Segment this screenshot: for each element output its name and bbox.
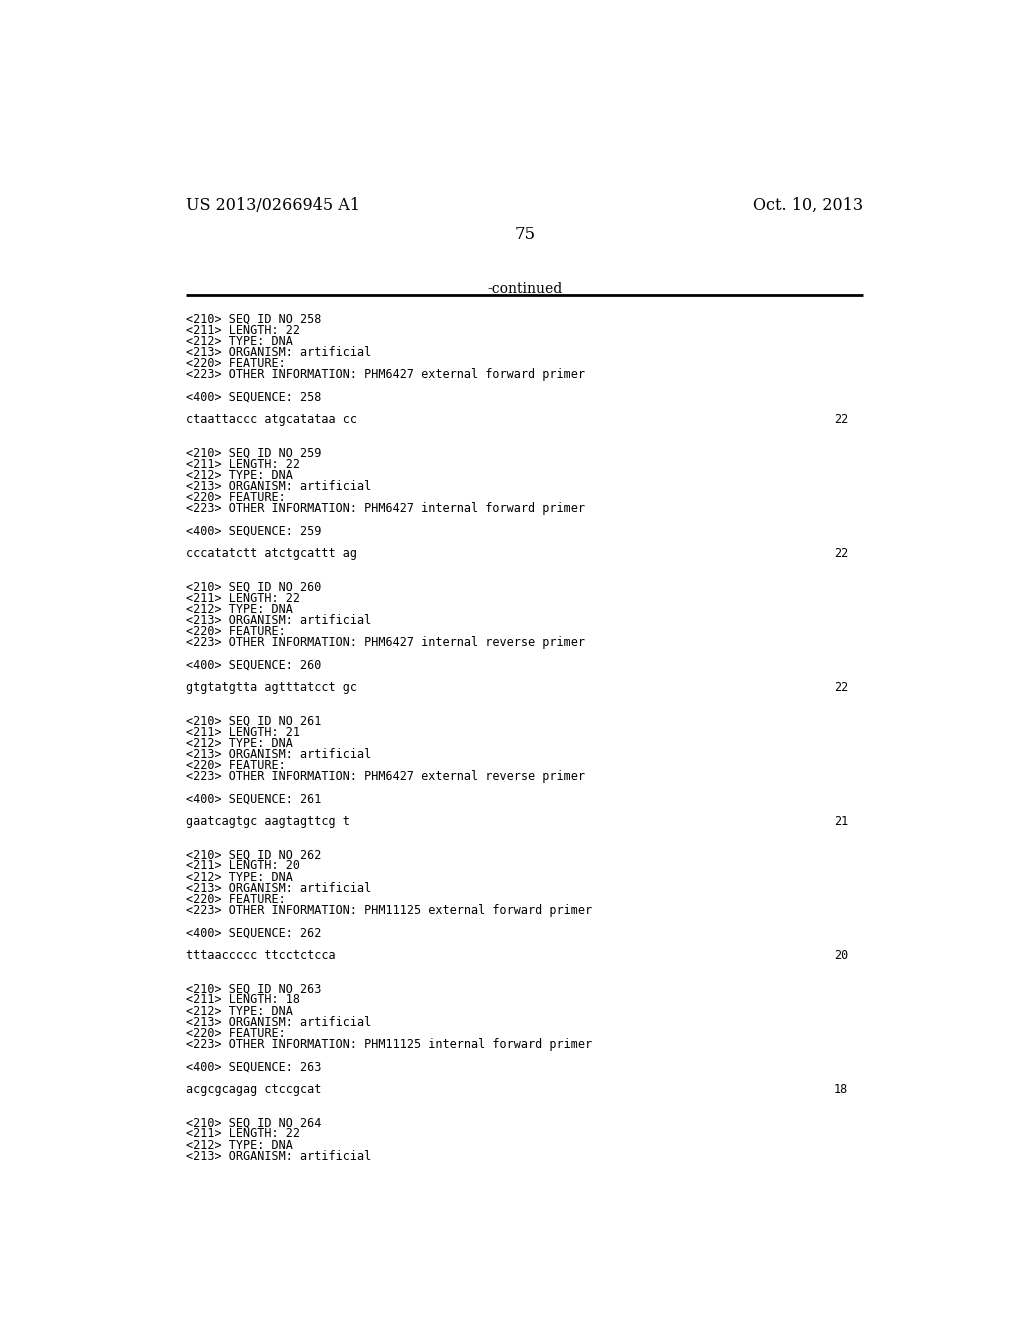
Text: <210> SEQ ID NO 263: <210> SEQ ID NO 263 (186, 982, 322, 995)
Text: <223> OTHER INFORMATION: PHM11125 internal forward primer: <223> OTHER INFORMATION: PHM11125 intern… (186, 1038, 592, 1051)
Text: <211> LENGTH: 22: <211> LENGTH: 22 (186, 458, 300, 470)
Text: <211> LENGTH: 20: <211> LENGTH: 20 (186, 859, 300, 873)
Text: <223> OTHER INFORMATION: PHM6427 external forward primer: <223> OTHER INFORMATION: PHM6427 externa… (186, 368, 585, 381)
Text: ctaattaccc atgcatataa cc: ctaattaccc atgcatataa cc (186, 413, 357, 426)
Text: <213> ORGANISM: artificial: <213> ORGANISM: artificial (186, 614, 372, 627)
Text: <210> SEQ ID NO 264: <210> SEQ ID NO 264 (186, 1117, 322, 1130)
Text: <400> SEQUENCE: 263: <400> SEQUENCE: 263 (186, 1060, 322, 1073)
Text: <212> TYPE: DNA: <212> TYPE: DNA (186, 603, 293, 615)
Text: tttaaccccc ttcctctcca: tttaaccccc ttcctctcca (186, 949, 336, 962)
Text: <213> ORGANISM: artificial: <213> ORGANISM: artificial (186, 748, 372, 760)
Text: <220> FEATURE:: <220> FEATURE: (186, 626, 286, 638)
Text: Oct. 10, 2013: Oct. 10, 2013 (754, 197, 863, 214)
Text: <212> TYPE: DNA: <212> TYPE: DNA (186, 871, 293, 883)
Text: <212> TYPE: DNA: <212> TYPE: DNA (186, 335, 293, 347)
Text: 18: 18 (834, 1082, 848, 1096)
Text: acgcgcagag ctccgcat: acgcgcagag ctccgcat (186, 1082, 322, 1096)
Text: <210> SEQ ID NO 261: <210> SEQ ID NO 261 (186, 714, 322, 727)
Text: <210> SEQ ID NO 260: <210> SEQ ID NO 260 (186, 581, 322, 594)
Text: <211> LENGTH: 18: <211> LENGTH: 18 (186, 994, 300, 1006)
Text: 21: 21 (834, 814, 848, 828)
Text: cccatatctt atctgcattt ag: cccatatctt atctgcattt ag (186, 546, 357, 560)
Text: <212> TYPE: DNA: <212> TYPE: DNA (186, 1005, 293, 1018)
Text: <400> SEQUENCE: 260: <400> SEQUENCE: 260 (186, 659, 322, 672)
Text: 22: 22 (834, 681, 848, 694)
Text: <220> FEATURE:: <220> FEATURE: (186, 892, 286, 906)
Text: <400> SEQUENCE: 262: <400> SEQUENCE: 262 (186, 927, 322, 940)
Text: <220> FEATURE:: <220> FEATURE: (186, 1027, 286, 1040)
Text: <223> OTHER INFORMATION: PHM6427 internal forward primer: <223> OTHER INFORMATION: PHM6427 interna… (186, 502, 585, 515)
Text: <400> SEQUENCE: 261: <400> SEQUENCE: 261 (186, 792, 322, 805)
Text: <213> ORGANISM: artificial: <213> ORGANISM: artificial (186, 1016, 372, 1028)
Text: <210> SEQ ID NO 259: <210> SEQ ID NO 259 (186, 446, 322, 459)
Text: <211> LENGTH: 22: <211> LENGTH: 22 (186, 1127, 300, 1140)
Text: <223> OTHER INFORMATION: PHM11125 external forward primer: <223> OTHER INFORMATION: PHM11125 extern… (186, 904, 592, 917)
Text: <210> SEQ ID NO 262: <210> SEQ ID NO 262 (186, 849, 322, 862)
Text: gaatcagtgc aagtagttcg t: gaatcagtgc aagtagttcg t (186, 814, 350, 828)
Text: <220> FEATURE:: <220> FEATURE: (186, 358, 286, 370)
Text: <213> ORGANISM: artificial: <213> ORGANISM: artificial (186, 346, 372, 359)
Text: <212> TYPE: DNA: <212> TYPE: DNA (186, 1139, 293, 1151)
Text: 20: 20 (834, 949, 848, 962)
Text: <213> ORGANISM: artificial: <213> ORGANISM: artificial (186, 1150, 372, 1163)
Text: <211> LENGTH: 22: <211> LENGTH: 22 (186, 591, 300, 605)
Text: <210> SEQ ID NO 258: <210> SEQ ID NO 258 (186, 313, 322, 326)
Text: 75: 75 (514, 226, 536, 243)
Text: <400> SEQUENCE: 258: <400> SEQUENCE: 258 (186, 391, 322, 404)
Text: US 2013/0266945 A1: US 2013/0266945 A1 (186, 197, 360, 214)
Text: <400> SEQUENCE: 259: <400> SEQUENCE: 259 (186, 524, 322, 537)
Text: gtgtatgtta agtttatcct gc: gtgtatgtta agtttatcct gc (186, 681, 357, 694)
Text: <213> ORGANISM: artificial: <213> ORGANISM: artificial (186, 480, 372, 492)
Text: <212> TYPE: DNA: <212> TYPE: DNA (186, 737, 293, 750)
Text: <213> ORGANISM: artificial: <213> ORGANISM: artificial (186, 882, 372, 895)
Text: <220> FEATURE:: <220> FEATURE: (186, 759, 286, 772)
Text: 22: 22 (834, 413, 848, 426)
Text: <211> LENGTH: 22: <211> LENGTH: 22 (186, 323, 300, 337)
Text: <212> TYPE: DNA: <212> TYPE: DNA (186, 469, 293, 482)
Text: -continued: -continued (487, 281, 562, 296)
Text: <220> FEATURE:: <220> FEATURE: (186, 491, 286, 504)
Text: <223> OTHER INFORMATION: PHM6427 internal reverse primer: <223> OTHER INFORMATION: PHM6427 interna… (186, 636, 585, 649)
Text: <211> LENGTH: 21: <211> LENGTH: 21 (186, 726, 300, 738)
Text: <223> OTHER INFORMATION: PHM6427 external reverse primer: <223> OTHER INFORMATION: PHM6427 externa… (186, 770, 585, 783)
Text: 22: 22 (834, 546, 848, 560)
